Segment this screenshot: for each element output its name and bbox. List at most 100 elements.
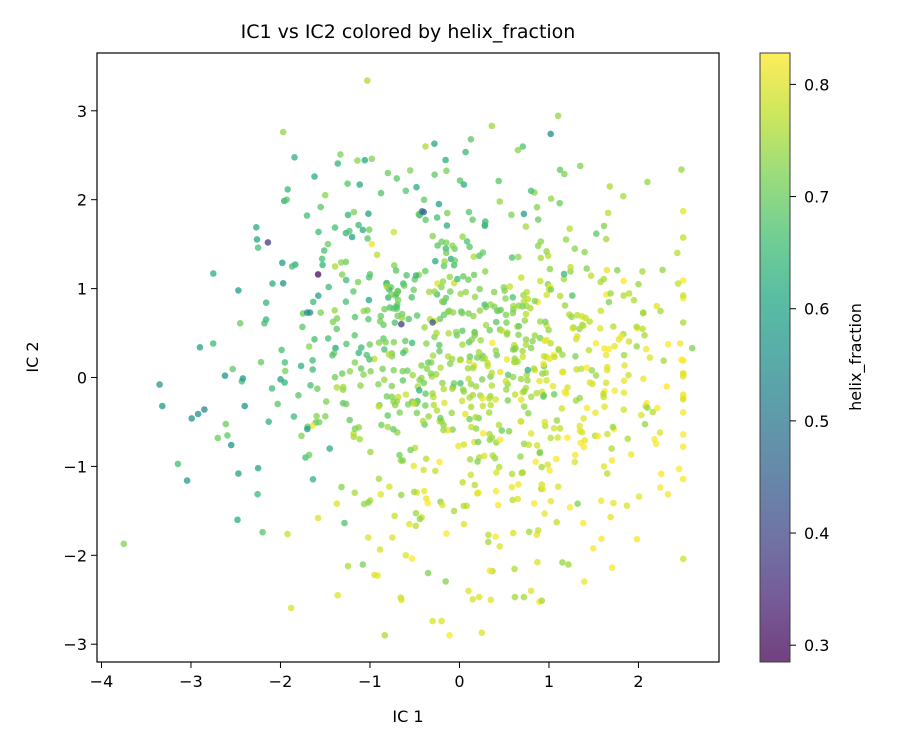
colorbar-tick-label: 0.5 [804,412,829,431]
scatter-point [494,501,502,509]
scatter-point [474,458,481,465]
y-tick-label: −2 [63,546,87,565]
scatter-point [431,171,438,178]
scatter-point [422,455,430,463]
scatter-point [527,344,535,352]
scatter-point [676,340,684,347]
scatter-point [567,263,574,271]
scatter-point [443,167,450,175]
scatter-point [460,388,468,395]
scatter-point [592,409,599,417]
scatter-point [384,169,392,177]
scatter-point [422,267,429,275]
scatter-point [299,323,306,331]
scatter-point [262,299,270,307]
scatter-point [431,140,438,147]
scatter-point [485,538,492,546]
scatter-point [633,535,641,543]
scatter-point [534,527,542,534]
scatter-point [496,436,504,444]
scatter-point [452,328,460,336]
scatter-point [209,340,217,347]
scatter-point [377,189,385,197]
scatter-point [653,302,660,310]
scatter-point [234,516,241,524]
scatter-point [291,154,298,161]
scatter-point [625,290,633,297]
scatter-point [515,481,522,488]
scatter-point [607,290,614,297]
scatter-point [592,372,600,379]
scatter-point [419,417,427,425]
scatter-point [174,460,182,468]
scatter-point [342,276,350,284]
scatter-point [464,365,472,372]
scatter-point [384,423,392,431]
scatter-point [520,210,528,218]
scatter-point [546,467,553,474]
scatter-point [420,208,428,216]
scatter-point [554,483,562,491]
scatter-point [485,395,493,402]
scatter-point [519,143,527,150]
scatter-point [517,396,525,404]
scatter-point [331,224,339,231]
scatter-point [583,404,591,412]
scatter-point [359,226,367,234]
scatter-point [546,265,554,273]
scatter-point [471,329,479,336]
scatter-point [412,522,420,530]
scatter-point [527,393,535,401]
scatter-point [657,484,664,491]
scatter-point [376,318,384,325]
scatter-point [679,277,687,284]
scatter-point [556,199,563,207]
scatter-point [597,497,605,505]
scatter-point [515,322,523,330]
scatter-point [547,497,555,505]
scatter-point [466,456,474,463]
scatter-point [559,559,566,566]
scatter-point [350,288,357,295]
scatter-point [476,307,484,314]
scatter-point [440,385,448,393]
x-tick-label: −3 [179,672,203,691]
scatter-point [517,375,525,383]
scatter-point [525,528,533,536]
scatter-point [371,571,378,579]
scatter-point [322,413,329,420]
scatter-point [318,255,326,263]
scatter-point [433,407,441,414]
scatter-point [572,353,579,360]
scatter-point [444,353,452,360]
scatter-point [333,325,341,333]
scatter-point [433,214,441,221]
scatter-point [460,502,468,510]
scatter-point [339,383,347,391]
scatter-point [375,403,383,410]
scatter-point [436,458,443,466]
scatter-point [472,383,480,390]
scatter-point [448,409,456,417]
scatter-point [420,379,428,387]
scatter-point [210,270,217,277]
scatter-point [236,320,244,327]
scatter-point [504,329,511,337]
scatter-point [532,458,539,466]
scatter-point [525,410,532,417]
scatter-point [675,465,683,473]
scatter-point [579,322,587,330]
scatter-point [559,351,566,359]
scatter-point [188,415,195,422]
scatter-point [467,136,475,143]
scatter-point [455,442,462,450]
scatter-point [279,280,287,287]
scatter-point [390,262,398,269]
scatter-point [521,387,528,395]
scatter-point [381,632,389,639]
scatter-point [261,320,268,327]
scatter-point [635,493,643,500]
plot-frame [96,52,720,663]
scatter-point [566,225,573,232]
scatter-point [633,323,640,331]
